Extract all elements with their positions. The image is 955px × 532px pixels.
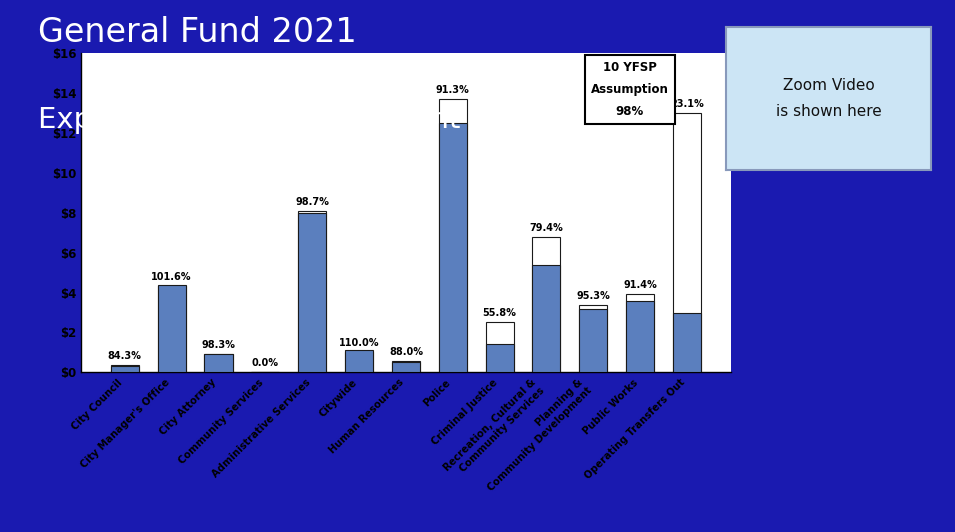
Text: 98.7%: 98.7% <box>295 197 329 206</box>
Text: 10 YFSP
Assumption
98%: 10 YFSP Assumption 98% <box>591 61 668 118</box>
Bar <box>673 113 701 372</box>
Text: 88.0%: 88.0% <box>389 347 423 357</box>
Bar <box>298 211 327 372</box>
Bar <box>345 353 373 372</box>
Bar <box>438 123 467 372</box>
Text: 98.3%: 98.3% <box>202 340 235 350</box>
Bar <box>626 301 654 372</box>
Text: Expenditures by Department: Expenditures by Department <box>38 106 460 135</box>
Text: 79.4%: 79.4% <box>530 223 563 233</box>
Text: 84.3%: 84.3% <box>108 351 141 361</box>
Bar <box>438 99 467 372</box>
Bar <box>673 313 701 372</box>
Bar <box>532 237 561 372</box>
Text: Zoom Video
is shown here: Zoom Video is shown here <box>775 78 881 119</box>
Bar <box>298 213 327 372</box>
Bar <box>111 365 138 372</box>
Bar <box>485 322 514 372</box>
Text: 23.1%: 23.1% <box>670 99 704 109</box>
Text: 91.4%: 91.4% <box>624 280 657 290</box>
Bar <box>532 265 561 372</box>
Bar <box>111 367 138 372</box>
Text: 101.6%: 101.6% <box>151 272 192 282</box>
Bar <box>204 354 232 372</box>
Bar <box>158 286 185 372</box>
Bar <box>345 351 373 372</box>
Text: 55.8%: 55.8% <box>482 309 517 318</box>
Bar <box>392 362 420 372</box>
Text: 0.0%: 0.0% <box>252 359 279 368</box>
Bar <box>580 309 607 372</box>
Text: 91.3%: 91.3% <box>435 85 470 95</box>
Legend: Actual, Current Budget: Actual, Current Budget <box>236 528 472 532</box>
Bar <box>392 361 420 372</box>
Text: 110.0%: 110.0% <box>339 338 379 348</box>
Bar <box>485 345 514 372</box>
Bar <box>158 285 185 372</box>
Bar <box>626 294 654 372</box>
Text: 95.3%: 95.3% <box>577 292 610 301</box>
Bar <box>580 305 607 372</box>
Bar <box>204 354 232 372</box>
Text: General Fund 2021: General Fund 2021 <box>38 16 357 49</box>
